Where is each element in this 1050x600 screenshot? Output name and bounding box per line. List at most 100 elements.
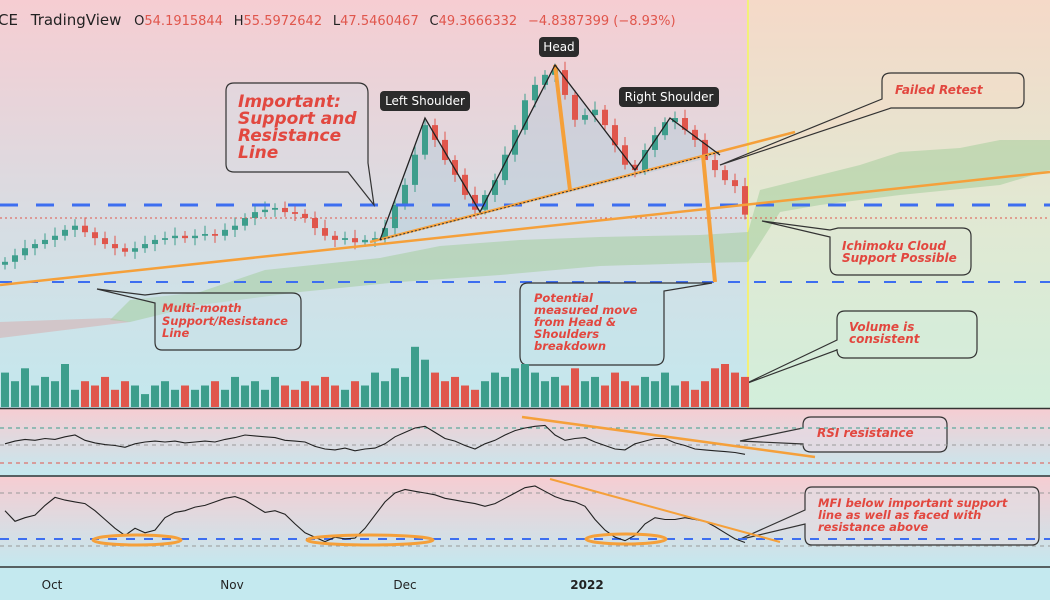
volume-bars (1, 346, 749, 407)
volume-bar (411, 346, 419, 407)
volume-bar (391, 368, 399, 407)
right-shoulder-label: Right Shoulder (625, 90, 714, 104)
time-axis[interactable] (0, 568, 1050, 600)
rsi-bands (0, 427, 1050, 464)
left-shoulder-label: Left Shoulder (385, 94, 465, 108)
volume-bar (311, 385, 319, 407)
volume-bar (141, 394, 149, 407)
candle-body (712, 160, 718, 171)
callout-failed-retest[interactable]: Failed Retest (719, 72, 1025, 166)
head-and-shoulders-outline[interactable] (379, 63, 721, 241)
volume-bar (581, 381, 589, 407)
volume-bar (41, 376, 49, 407)
volume-bar (181, 385, 189, 407)
mfi-support-touch-marker (91, 533, 183, 547)
candle-body (422, 125, 428, 155)
callout-ichimoku[interactable]: Ichimoku Cloud Support Possible (761, 220, 972, 276)
volume-bar (111, 389, 119, 407)
candle-body (582, 115, 588, 120)
candle-body (32, 244, 38, 249)
volume-bar (711, 368, 719, 407)
symbol-fragment: CE (0, 11, 18, 29)
candle-body (142, 244, 148, 249)
rsi-resistance-trendline[interactable] (521, 415, 816, 459)
candle-body (182, 235, 188, 239)
candle-body (602, 109, 608, 126)
candle-body (532, 84, 538, 101)
candle-body (502, 154, 508, 181)
volume-bar (61, 364, 69, 407)
rsi-line[interactable] (4, 424, 746, 455)
candle-body (672, 118, 678, 123)
candle-body (302, 213, 308, 219)
candle-body (202, 233, 208, 236)
candle-body (242, 218, 248, 226)
volume-bar (381, 381, 389, 407)
volume-bar (221, 389, 229, 407)
neckline[interactable] (369, 130, 796, 244)
volume-bar (161, 381, 169, 407)
measured-move-line[interactable] (701, 154, 717, 283)
candle-body (682, 118, 688, 130)
candle-body (612, 125, 618, 146)
volume-bar (281, 385, 289, 407)
volume-bar (701, 381, 709, 407)
callout-important[interactable]: Important: Support and Resistance Line (225, 82, 375, 208)
callout-mfi-text: MFI below important support line as well… (818, 496, 1011, 534)
volume-bar (591, 376, 599, 407)
ichimoku-cloud-red (0, 318, 130, 338)
volume-bar (21, 368, 29, 407)
candle-body (292, 212, 298, 214)
candle-body (342, 238, 348, 240)
callout-volume[interactable]: Volume is consistent (744, 310, 978, 385)
candle-body (332, 235, 338, 240)
candle-body (592, 109, 598, 116)
callout-mfi[interactable]: MFI below important support line as well… (737, 486, 1040, 546)
volume-bar (361, 385, 369, 407)
mfi-line[interactable] (4, 485, 746, 544)
callout-multi-month[interactable]: Multi-month Support/Resistance Line (96, 288, 302, 351)
candle-body (2, 261, 8, 265)
head-height-line[interactable] (553, 64, 572, 191)
candle-body (632, 164, 638, 171)
volume-bar (481, 381, 489, 407)
volume-bar (171, 389, 179, 407)
volume-bar (691, 389, 699, 407)
candle-body (62, 229, 68, 236)
volume-bar (441, 381, 449, 407)
volume-bar (151, 385, 159, 407)
volume-bar (211, 381, 219, 407)
volume-bar (721, 364, 729, 407)
volume-bar (531, 372, 539, 407)
callout-rsi[interactable]: RSI resistance (739, 416, 948, 453)
volume-bar (651, 381, 659, 407)
candle-body (522, 100, 528, 130)
head-label: Head (543, 40, 574, 54)
candle-body (362, 239, 368, 243)
callout-multi-month-text: Multi-month Support/Resistance Line (162, 301, 292, 340)
open-value: 54.1915844 (144, 14, 223, 29)
volume-bar (331, 385, 339, 407)
candle-body (232, 225, 238, 230)
candle-body (692, 129, 698, 140)
candle-body (12, 255, 18, 262)
source-label: TradingView (30, 11, 122, 29)
volume-bar (521, 364, 529, 407)
callout-rsi-text: RSI resistance (817, 426, 914, 440)
callout-ichimoku-text: Ichimoku Cloud Support Possible (842, 239, 957, 265)
candle-body (262, 209, 268, 213)
mfi-resistance-trendline[interactable] (549, 478, 781, 543)
candle-body (92, 232, 98, 239)
volume-bar (641, 376, 649, 407)
candle-body (322, 228, 328, 236)
candle-body (572, 94, 578, 120)
candle-body (452, 160, 458, 175)
candle-body (412, 154, 418, 185)
volume-bar (471, 389, 479, 407)
candle-body (172, 235, 178, 239)
candle-body (72, 225, 78, 230)
volume-bar (601, 385, 609, 407)
volume-bar (621, 381, 629, 407)
multi-month-support-line[interactable] (0, 170, 1050, 287)
